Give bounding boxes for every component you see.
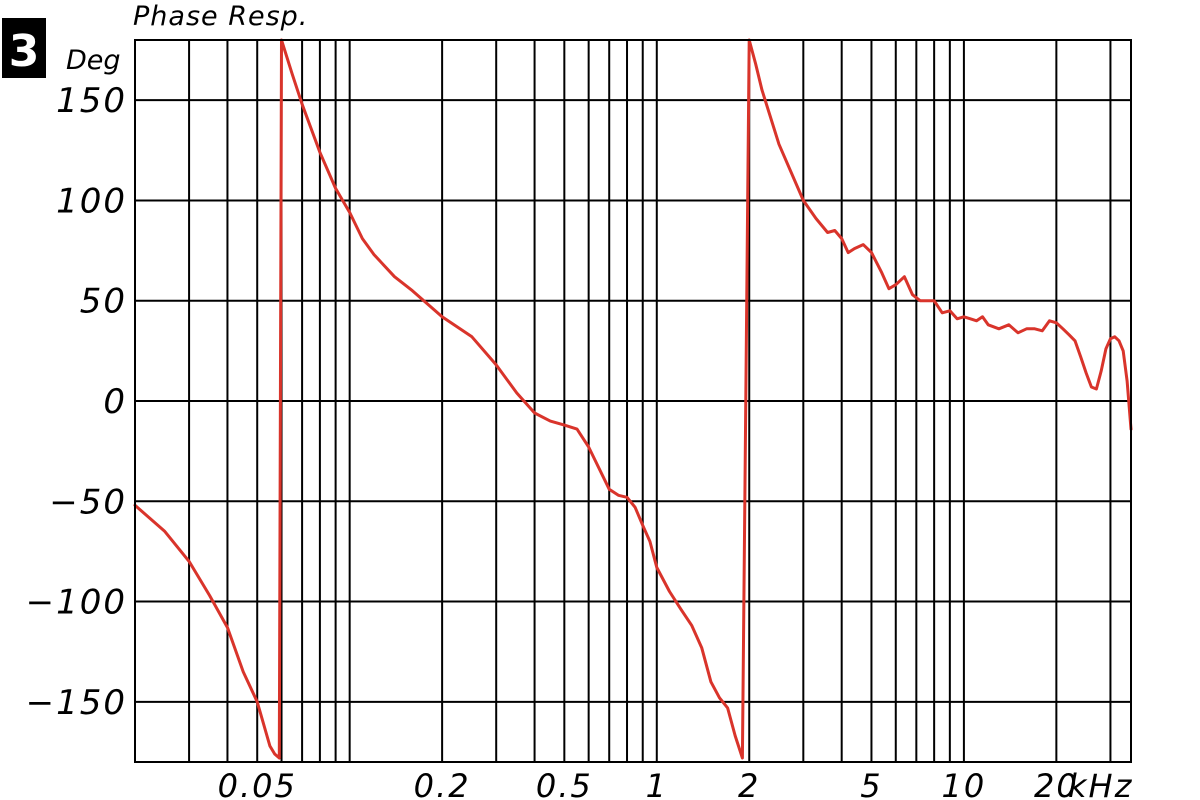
grid xyxy=(135,40,1131,762)
x-tick-labels: 0.05 0.2 0.5 1 2 5 10 20 xyxy=(218,767,1079,800)
x-tick-label: 5 xyxy=(860,767,882,800)
x-tick-label: 0.5 xyxy=(536,767,593,800)
y-axis-label: Deg xyxy=(66,45,121,76)
x-unit-label: kHz xyxy=(1068,767,1133,800)
plot-area xyxy=(133,38,1133,760)
y-tick-label: −100 xyxy=(26,583,127,623)
chart-badge: 3 xyxy=(2,18,46,78)
y-tick-label: 100 xyxy=(56,181,127,221)
x-tick-label: 0.2 xyxy=(414,767,471,800)
chart-badge-text: 3 xyxy=(9,26,40,77)
chart-badge-box xyxy=(2,18,46,78)
y-tick-label: −50 xyxy=(49,482,127,522)
x-tick-label: 20 xyxy=(1034,767,1079,800)
y-tick-label: 50 xyxy=(80,282,127,322)
phase-series-line xyxy=(133,38,1133,760)
x-tick-label: 2 xyxy=(738,767,760,800)
chart-title: Phase Resp. xyxy=(133,1,308,32)
x-tick-label: 1 xyxy=(646,767,668,800)
x-tick-label: 0.05 xyxy=(218,767,297,800)
y-tick-labels: 150 100 50 0 −50 −100 −150 xyxy=(26,81,127,723)
y-tick-label: −150 xyxy=(26,683,127,723)
x-tick-label: 10 xyxy=(942,767,987,800)
y-tick-label: 0 xyxy=(103,382,127,422)
plot-frame xyxy=(134,39,1132,763)
y-tick-label: 150 xyxy=(56,81,127,121)
